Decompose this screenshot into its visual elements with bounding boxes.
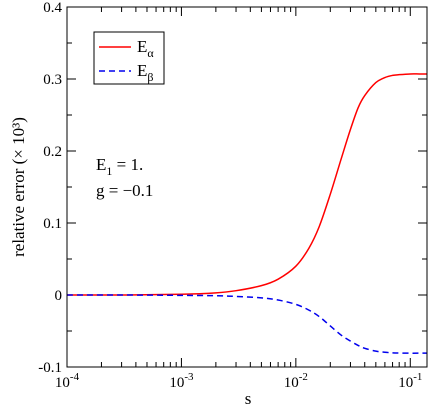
series-line-0 (66, 73, 427, 296)
legend-label-e-beta: Eβ (137, 61, 154, 84)
legend-label-e-alpha: Eα (137, 37, 154, 60)
x-tick-label-0: 10-4 (55, 371, 80, 391)
y-tick-label-0: -0.1 (38, 360, 62, 376)
y-tick-label-5: 0.4 (43, 0, 62, 16)
series-layer (66, 73, 427, 354)
x-axis-title: s (245, 389, 252, 407)
x-tick-label-3: 10-1 (398, 371, 422, 391)
y-tick-label-3: 0.2 (43, 144, 62, 160)
y-tick-label-4: 0.3 (43, 72, 62, 88)
series-line-1 (66, 294, 427, 354)
plot-frame (66, 6, 428, 368)
y-axis-title: relative error (× 10³) (9, 117, 28, 257)
ticks-layer: -0.1 0 0.1 0.2 0.3 0.4 10-4 10-3 10-2 10-1 (38, 0, 427, 391)
x-tick-label-1: 10-3 (169, 371, 194, 391)
y-tick-label-1: 0 (55, 288, 63, 304)
y-tick-label-2: 0.1 (43, 216, 62, 232)
legend: Eα Eβ (93, 31, 165, 85)
legend-box (93, 31, 165, 85)
x-tick-label-2: 10-2 (284, 371, 308, 391)
annotation-g: g = −0.1 (96, 181, 153, 200)
annotation-e1: E1 = 1. (96, 155, 143, 178)
